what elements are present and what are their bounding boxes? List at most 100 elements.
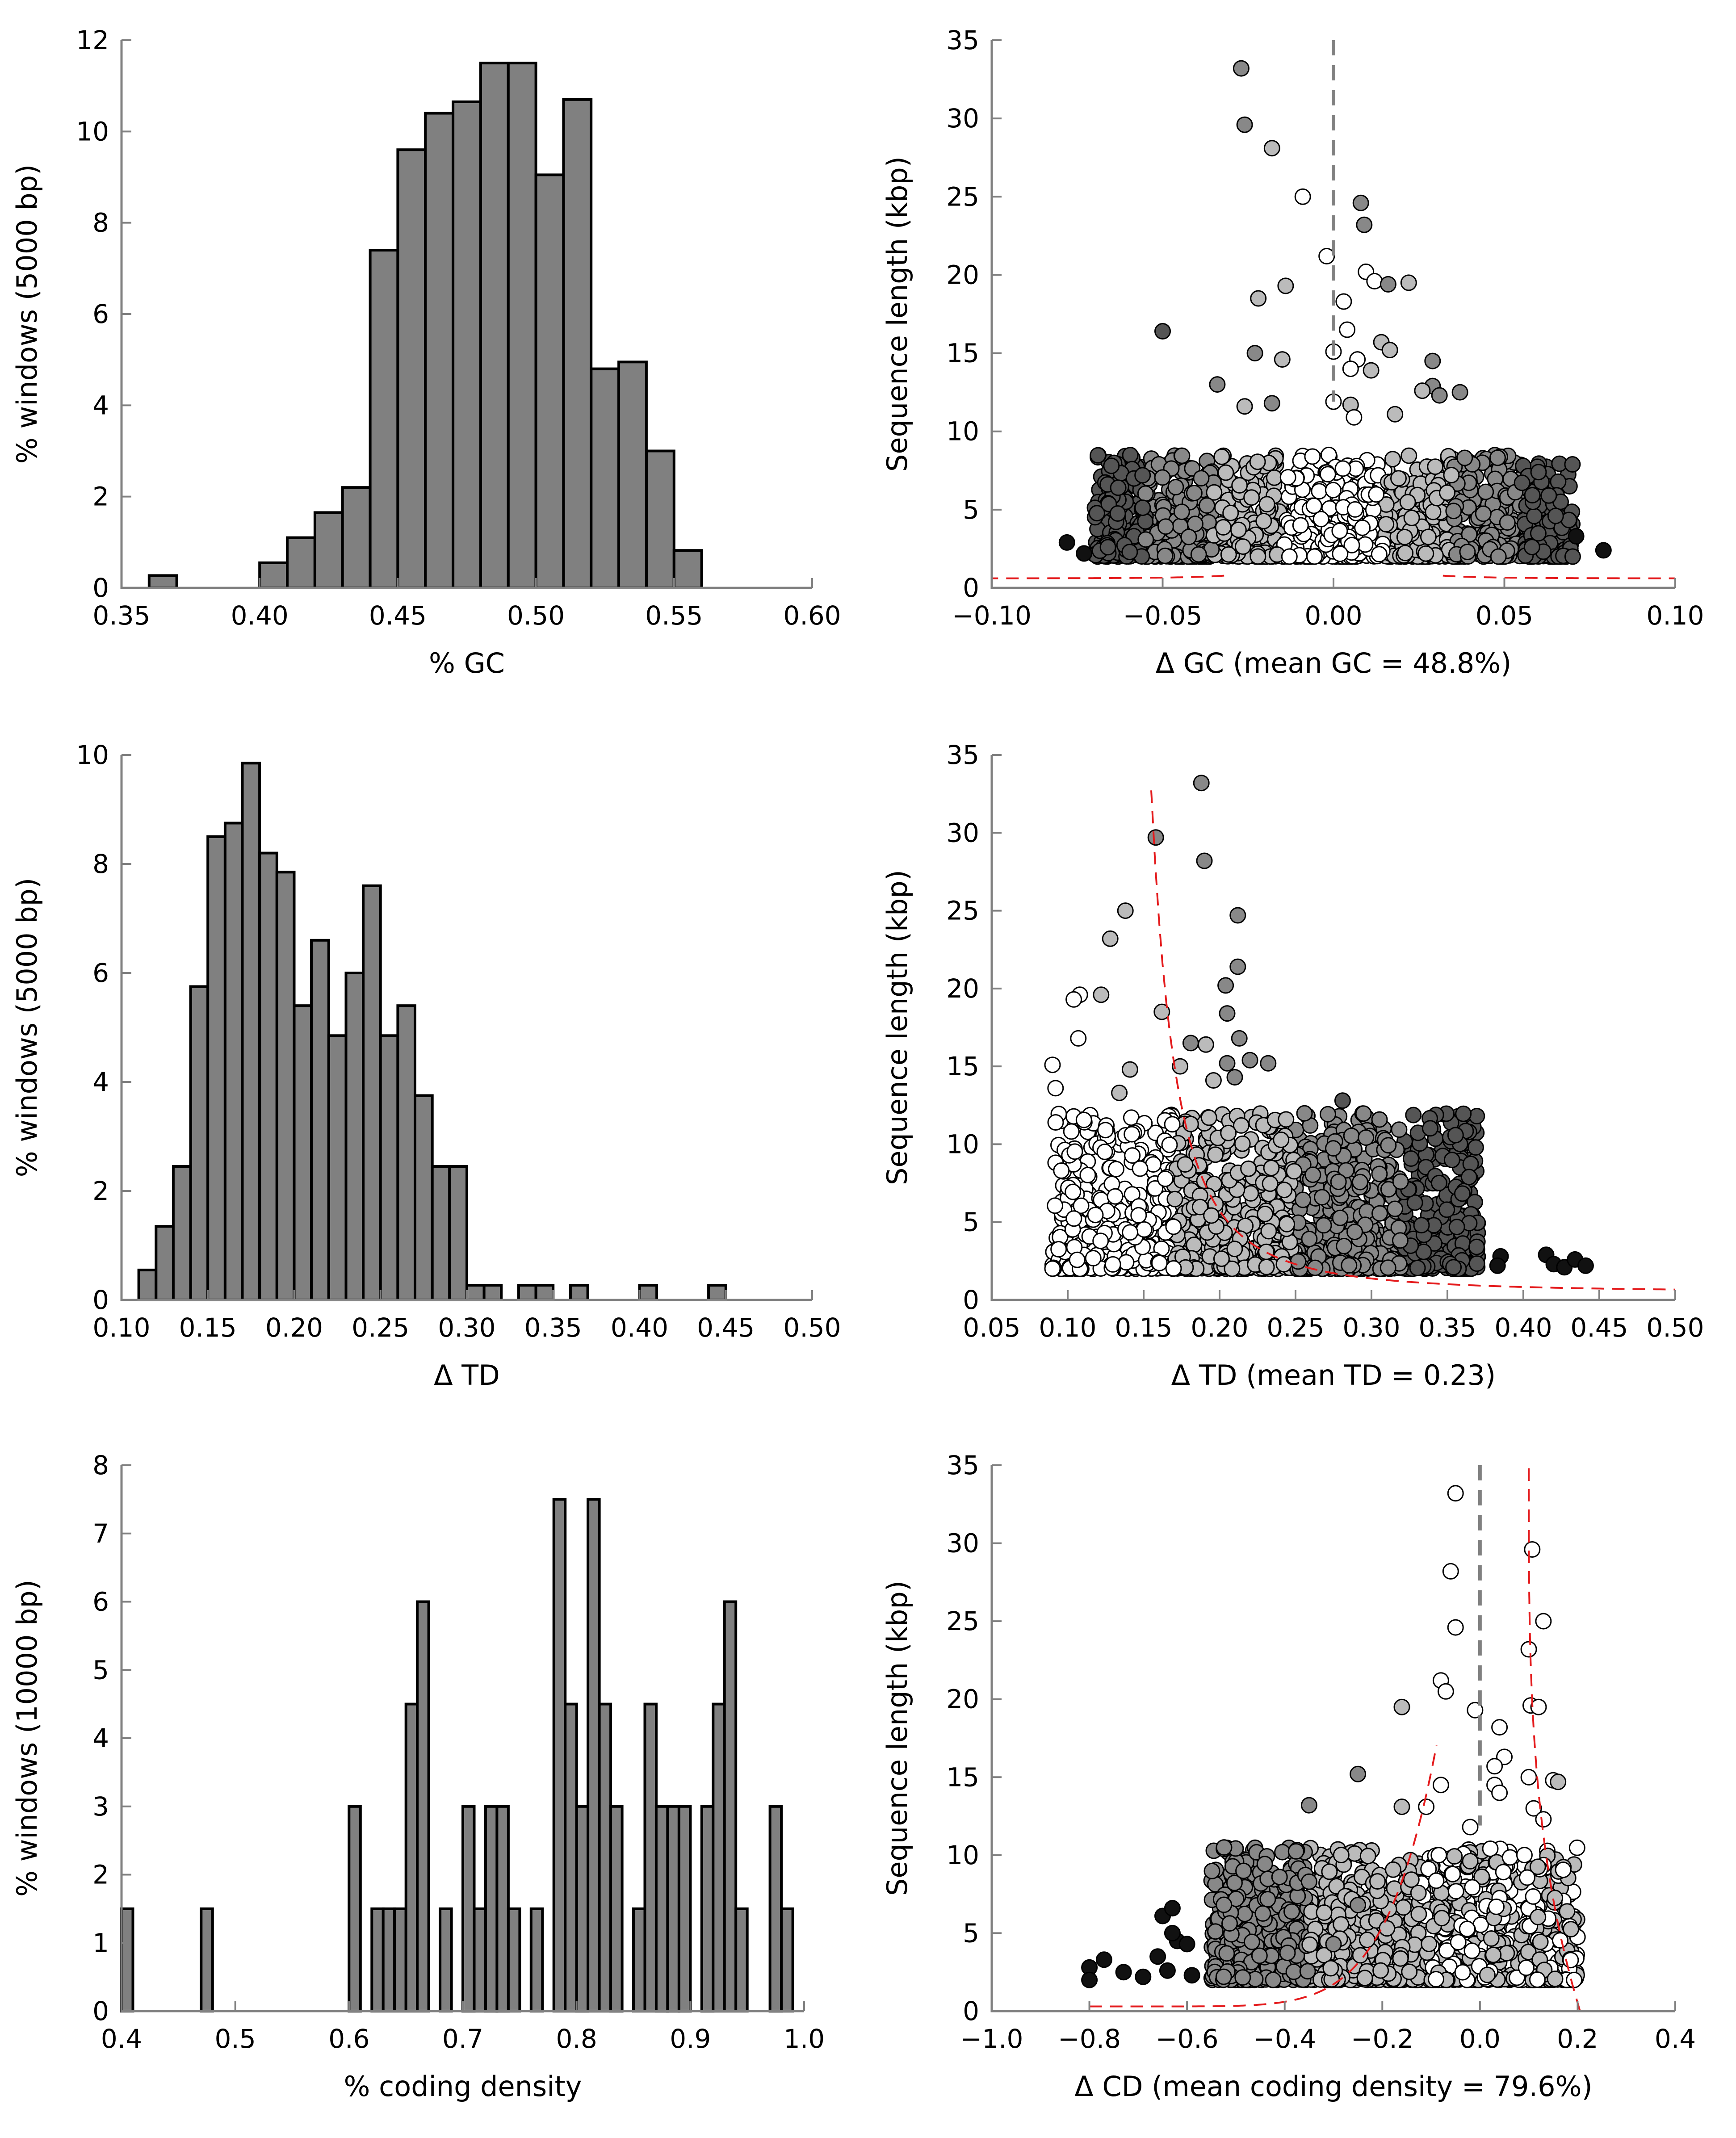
histogram-bar [677, 1805, 692, 2013]
scatter-point [1122, 447, 1139, 464]
scatter-point [1566, 1971, 1583, 1988]
scatter-point [1173, 503, 1190, 520]
scatter-point [1380, 276, 1396, 293]
y-tick-label: 10 [946, 416, 979, 447]
scatter-point [1455, 1105, 1472, 1122]
scatter-point [1447, 1883, 1464, 1900]
scatter-point [1392, 1173, 1409, 1190]
scatter-point [1442, 1563, 1459, 1580]
scatter-point [1235, 1862, 1252, 1879]
histogram-bar [206, 835, 226, 1301]
scatter-points [1058, 60, 1612, 565]
scatter-point [1489, 1257, 1506, 1274]
histogram-bar [529, 1907, 544, 2012]
scatter-point [1186, 485, 1203, 502]
scatter-point [1322, 1960, 1339, 1977]
scatter-point [1392, 1232, 1409, 1249]
x-tick-label: 0.7 [442, 2024, 483, 2054]
scatter-point [1410, 1884, 1427, 1901]
y-tick-label: 30 [946, 103, 979, 134]
scatter-point [1219, 1055, 1236, 1072]
histogram-bar [275, 871, 296, 1302]
scatter-point [1438, 1201, 1455, 1218]
scatter-point [1428, 1971, 1444, 1987]
x-tick-label: 0.40 [611, 1312, 668, 1343]
scatter-point [1530, 464, 1547, 481]
x-tick-label: 0.45 [369, 600, 427, 631]
y-tick-label: 15 [946, 1762, 979, 1792]
histogram-bar [632, 1907, 646, 2012]
scatter-point [1526, 507, 1543, 524]
scatter-point [1166, 1191, 1183, 1207]
scatter-point [1401, 1963, 1418, 1980]
scatter-point [1177, 1156, 1194, 1173]
x-tick-label: 0.50 [507, 600, 565, 631]
scatter-point [1314, 1189, 1330, 1206]
scatter-point [1390, 470, 1407, 487]
scatter-point [1595, 542, 1612, 559]
scatter-point [1550, 473, 1567, 490]
scatter-point [1318, 247, 1335, 264]
histogram-bar [258, 561, 289, 590]
scatter-point [1301, 1231, 1318, 1247]
y-tick-label: 10 [76, 116, 109, 147]
histogram-bar [310, 939, 330, 1302]
scatter-point [1165, 1260, 1182, 1277]
scatter-point [1209, 376, 1226, 393]
scatter-point [1447, 1127, 1464, 1144]
scatter-point [1157, 518, 1174, 535]
histogram-bar [723, 1600, 738, 2012]
scatter-point [1251, 1947, 1268, 1964]
x-tick-label: 0.6 [328, 2024, 369, 2054]
scatter-point [1207, 1923, 1224, 1940]
scatter-point [1467, 1139, 1484, 1156]
scatter-point [1090, 447, 1107, 464]
x-tick-label: 0.00 [1304, 600, 1362, 631]
y-tick-label: 4 [92, 1723, 109, 1753]
x-axis-label: Δ GC (mean GC = 48.8%) [1156, 647, 1512, 679]
cd-scatter-panel: −1.0 −0.8 −0.6 −0.4 −0.2 0.0 0.2 0.405101520253… [881, 1450, 1696, 2103]
scatter-point [1093, 986, 1110, 1003]
histogram-bar [327, 1034, 348, 1302]
cutoff-curve [1442, 574, 1676, 579]
scatter-point [1525, 1888, 1542, 1905]
scatter-point [1279, 1216, 1296, 1232]
scatter-point [1343, 537, 1360, 553]
x-tick-label: 0.15 [1115, 1312, 1172, 1343]
histogram-bars [120, 1498, 794, 2013]
y-tick-label: 2 [92, 482, 109, 512]
histogram-bar [780, 1907, 794, 2012]
scatter-point [1414, 382, 1431, 399]
y-tick-label: 6 [92, 1587, 109, 1617]
y-tick-label: 8 [92, 1450, 109, 1480]
scatter-point [1124, 1126, 1141, 1143]
scatter-point [1403, 509, 1420, 526]
scatter-point [1311, 483, 1328, 500]
scatter-point [1164, 1924, 1181, 1941]
scatter-point [1258, 1258, 1275, 1275]
histogram-bar [598, 1702, 612, 2013]
histogram-bar [700, 1805, 715, 2013]
x-tick-label: 0.25 [1266, 1312, 1324, 1343]
scatter-point [1263, 395, 1280, 412]
scatter-point [1275, 1256, 1292, 1273]
histogram-bar [439, 1907, 453, 2012]
scatter-point [1547, 1970, 1564, 1987]
scatter-point [1089, 505, 1105, 522]
scatter-point [1379, 1920, 1396, 1937]
scatter-point [1535, 1613, 1552, 1630]
scatter-point [1535, 1811, 1552, 1828]
scatter-point [1401, 447, 1417, 464]
histogram-bar [645, 449, 675, 589]
scatter-point [1434, 1910, 1450, 1927]
scatter-point [1489, 449, 1506, 466]
scatter-point [1234, 538, 1251, 555]
scatter-point [1359, 1848, 1376, 1865]
scatter-point [1149, 1948, 1166, 1965]
scatter-point [1321, 1863, 1338, 1880]
scatter-point [1108, 1161, 1124, 1178]
